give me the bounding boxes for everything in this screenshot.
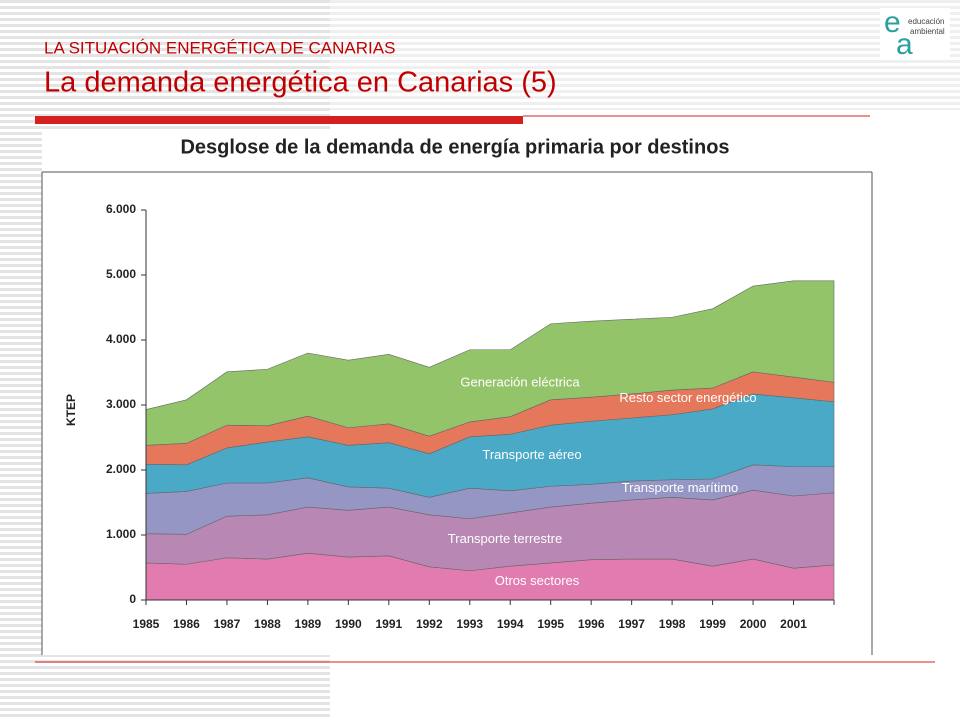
x-tick-label: 1997 [618,617,645,631]
y-tick-label: 5.000 [106,267,136,281]
x-tick-label: 1998 [659,617,686,631]
series-label: Transporte aéreo [482,447,581,462]
logo-bg [880,8,950,60]
y-tick-label: 4.000 [106,332,136,346]
logo-text: ambiental [910,27,945,36]
x-tick-label: 1995 [537,617,564,631]
logo-a: a [896,28,913,61]
accent-bar [35,116,523,124]
y-tick-label: 6.000 [106,202,136,216]
kicker: LA SITUACIÓN ENERGÉTICA DE CANARIAS [44,38,395,57]
y-axis-label: KTEP [64,394,78,426]
x-tick-label: 1989 [295,617,322,631]
y-tick-label: 0 [129,592,136,606]
x-tick-label: 1990 [335,617,362,631]
logo-text: educación [908,17,944,26]
x-tick-label: 2000 [740,617,767,631]
series-label: Transporte terrestre [448,531,562,546]
y-tick-label: 2.000 [106,462,136,476]
x-tick-label: 1993 [456,617,483,631]
series-label: Otros sectores [495,573,580,588]
x-tick-label: 1999 [699,617,726,631]
stripes [330,0,960,110]
x-tick-label: 1991 [375,617,402,631]
x-tick-label: 1994 [497,617,524,631]
x-tick-label: 1988 [254,617,281,631]
series-label: Transporte marítimo [622,480,739,495]
x-tick-label: 1992 [416,617,443,631]
slide-title: La demanda energética en Canarias (5) [44,67,557,99]
area [145,280,835,446]
x-tick-label: 1987 [214,617,241,631]
chart-title: Desglose de la demanda de energía primar… [180,136,729,158]
y-tick-label: 3.000 [106,397,136,411]
x-tick-label: 2001 [780,617,807,631]
series-label: Resto sector energético [619,390,756,405]
series-label: Generación eléctrica [460,375,580,390]
x-tick-label: 1985 [133,617,160,631]
x-tick-label: 1986 [173,617,200,631]
y-tick-label: 1.000 [106,527,136,541]
logo-e: e [884,6,901,39]
x-tick-label: 1996 [578,617,605,631]
